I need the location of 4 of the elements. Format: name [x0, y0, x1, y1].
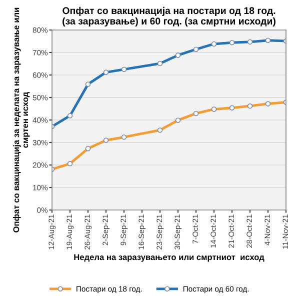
- chart-title: Опфат со вакцинација на постари од 18 год. (за заразување) и 60 год. (за смртни исходи): [62, 6, 276, 26]
- y-axis-title: Опфат со вакцинација за неделата на заразување или смртен исход: [13, 8, 30, 232]
- x-axis-title: Недела на заразувањето или смртниот исход: [74, 254, 264, 262]
- line-series: [52, 100, 286, 172]
